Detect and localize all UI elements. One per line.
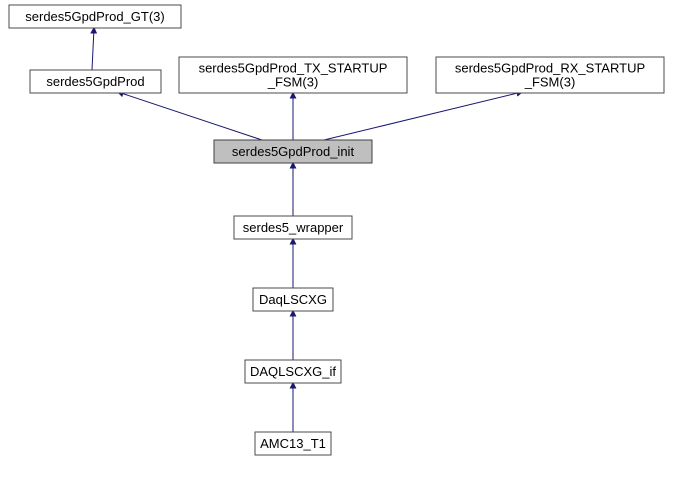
node-amc13[interactable]: AMC13_T1 xyxy=(255,432,331,455)
edge-init-to-prod xyxy=(118,92,262,140)
node-gt-label: serdes5GpdProd_GT(3) xyxy=(25,9,164,24)
node-prod[interactable]: serdes5GpdProd xyxy=(30,70,161,93)
node-amc13-label: AMC13_T1 xyxy=(260,436,326,451)
node-rx[interactable]: serdes5GpdProd_RX_STARTUP_FSM(3) xyxy=(436,57,664,93)
node-rx-label: _FSM(3) xyxy=(524,74,576,89)
node-gt[interactable]: serdes5GpdProd_GT(3) xyxy=(9,5,181,28)
node-init[interactable]: serdes5GpdProd_init xyxy=(214,140,372,163)
dependency-graph: serdes5GpdProd_GT(3) serdes5GpdProd serdes… xyxy=(0,0,673,500)
edge-init-to-rx xyxy=(324,92,522,140)
node-wrapper[interactable]: serdes5_wrapper xyxy=(234,216,352,239)
node-daqlscxg[interactable]: DaqLSCXG xyxy=(253,288,333,311)
node-daqlscxgif-label: DAQLSCXG_if xyxy=(250,364,336,379)
node-daqlscxgif[interactable]: DAQLSCXG_if xyxy=(245,360,341,383)
node-tx-label: serdes5GpdProd_TX_STARTUP xyxy=(199,60,388,75)
node-daqlscxg-label: DaqLSCXG xyxy=(259,292,327,307)
node-wrapper-label: serdes5_wrapper xyxy=(243,220,344,235)
node-tx[interactable]: serdes5GpdProd_TX_STARTUP_FSM(3) xyxy=(179,57,407,93)
node-rx-label: serdes5GpdProd_RX_STARTUP xyxy=(455,60,645,75)
node-prod-label: serdes5GpdProd xyxy=(46,74,144,89)
edge-prod-to-gt xyxy=(92,28,94,70)
node-tx-label: _FSM(3) xyxy=(267,74,319,89)
node-init-label: serdes5GpdProd_init xyxy=(232,144,355,159)
